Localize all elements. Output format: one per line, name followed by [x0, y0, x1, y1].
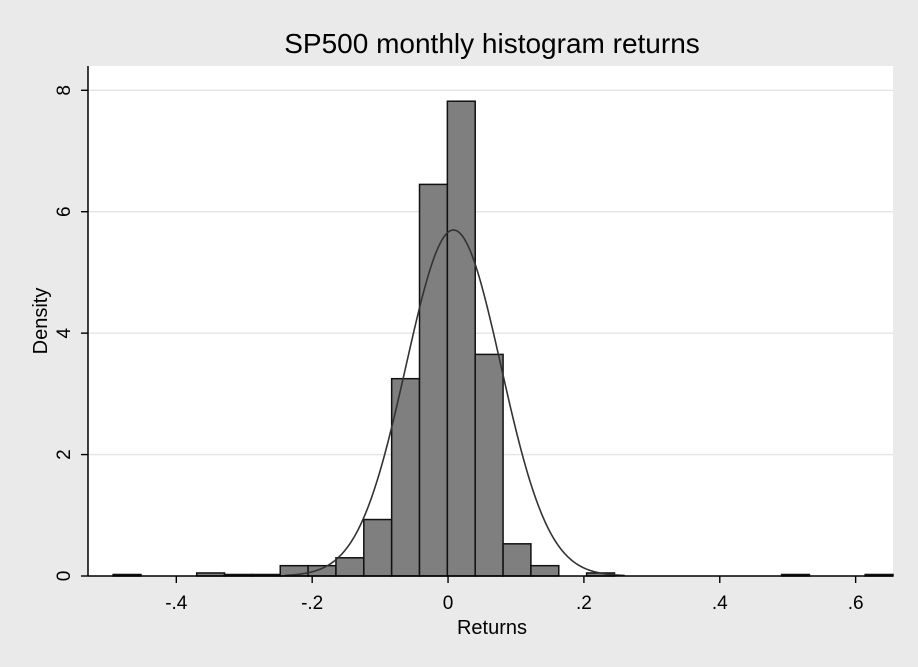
chart-title: SP500 monthly histogram returns — [284, 28, 700, 59]
y-axis-ticks: 0 2 4 6 8 — [54, 85, 88, 581]
histogram-bar — [418, 183, 449, 577]
histogram-bar — [335, 557, 365, 577]
normal-density-curve — [284, 229, 625, 577]
histogram-bar — [363, 518, 393, 577]
x-tick-label: .2 — [576, 593, 592, 614]
y-axis-title: Density — [30, 288, 52, 355]
x-tick-label: -.2 — [301, 593, 323, 614]
histogram-bar — [530, 564, 560, 577]
histogram-bar — [474, 353, 504, 577]
x-tick-label: 0 — [443, 593, 454, 614]
y-tick-label: 6 — [54, 206, 75, 217]
x-tick-label: -.4 — [165, 593, 188, 614]
y-tick-label: 0 — [54, 571, 75, 582]
x-tick-label: .4 — [712, 593, 728, 614]
x-tick-label: .6 — [848, 593, 864, 614]
x-axis-ticks: -.4 -.2 0 .2 .4 .6 — [165, 576, 864, 614]
y-tick-label: 2 — [54, 449, 75, 460]
histogram-bar — [502, 543, 532, 577]
histogram-bar — [390, 377, 421, 577]
y-tick-label: 8 — [54, 85, 75, 96]
axes — [87, 66, 893, 577]
histogram-bar — [307, 564, 337, 577]
x-axis-title: Returns — [457, 617, 527, 639]
y-tick-label: 4 — [54, 327, 75, 338]
histogram-bar — [446, 100, 476, 577]
